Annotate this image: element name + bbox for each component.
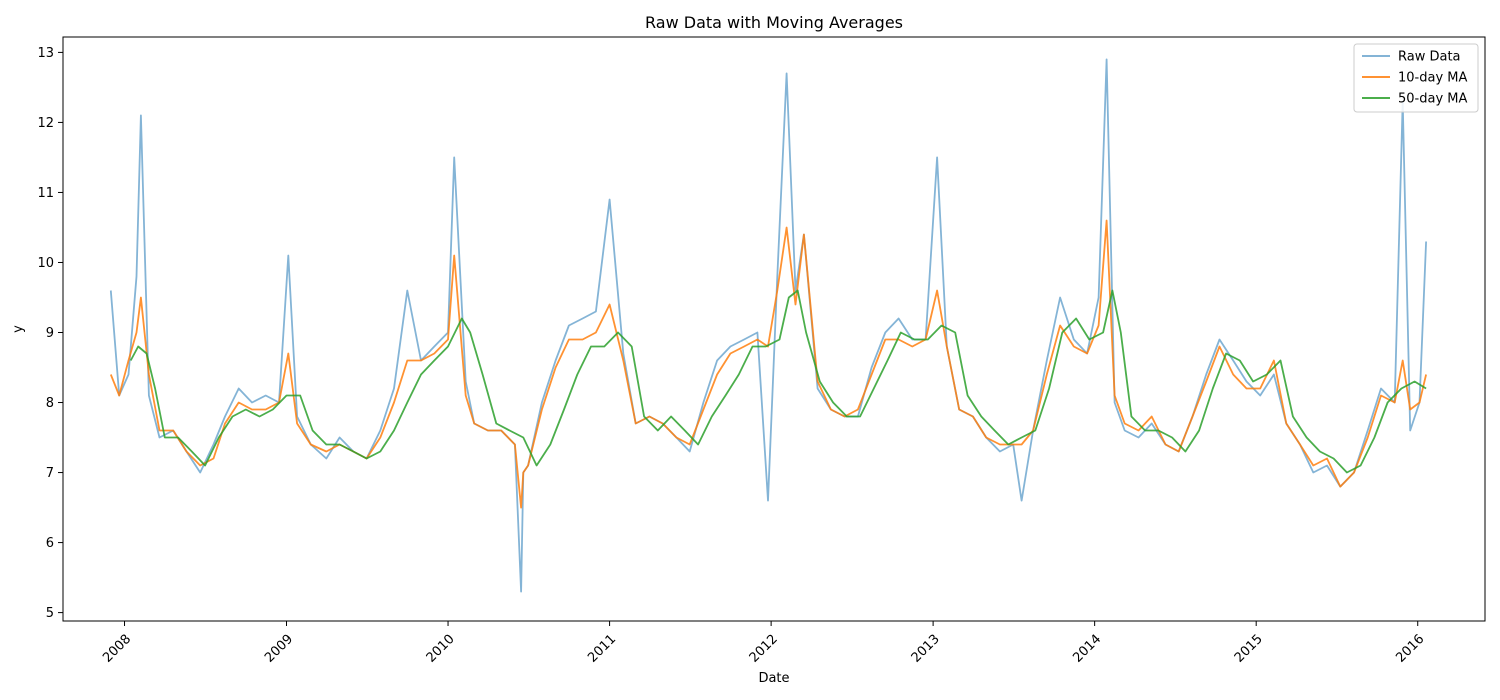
y-tick-label: 7 (46, 466, 54, 481)
chart-title: Raw Data with Moving Averages (645, 13, 903, 32)
y-axis-label: y (11, 325, 26, 333)
plot-area (109, 58, 1427, 593)
y-tick-label: 12 (37, 116, 54, 131)
legend-box (1353, 43, 1479, 113)
y-tick-label: 8 (46, 396, 54, 411)
y-tick-label: 5 (46, 606, 54, 621)
series-line-2 (109, 219, 1427, 509)
x-axis-label: Date (758, 671, 789, 686)
series-line-1 (109, 58, 1427, 593)
y-tick-label: 13 (37, 46, 54, 61)
legend-label: 10-day MA (1398, 71, 1467, 86)
y-tick-label: 11 (37, 186, 54, 201)
legend: Raw Data 10-day MA 50-day MA (1353, 43, 1479, 113)
y-axis: 5 6 7 8 9 10 11 12 13 (37, 46, 63, 621)
y-tick-label: 10 (37, 256, 54, 271)
y-tick-label: 9 (46, 326, 54, 341)
legend-label: 50-day MA (1398, 92, 1467, 107)
series-line-3 (129, 289, 1427, 474)
legend-label: Raw Data (1398, 50, 1461, 65)
plot-frame (62, 36, 1486, 622)
y-tick-label: 6 (46, 536, 54, 551)
